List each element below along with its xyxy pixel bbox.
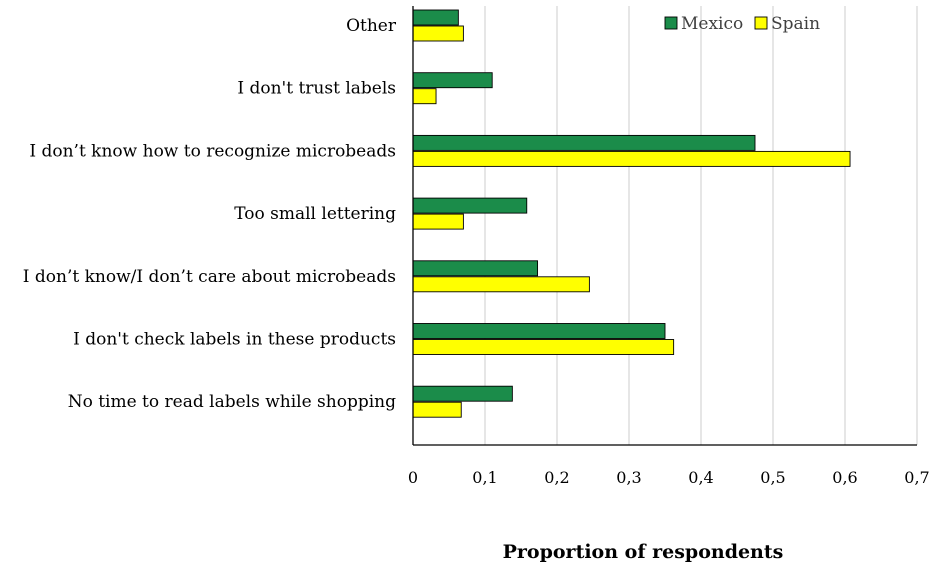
- bar-layer: [412, 9, 851, 418]
- category-label: I don’t know how to recognize microbeads: [29, 141, 396, 161]
- x-tick-label: 0,5: [760, 468, 785, 487]
- bar-spain: [412, 88, 437, 105]
- bar-mexico: [412, 9, 459, 26]
- legend: Mexico Spain: [664, 14, 820, 34]
- bar-mexico: [412, 134, 756, 151]
- bar-mexico: [412, 385, 513, 402]
- category-label: I don’t know/I don’t care about microbea…: [23, 267, 396, 287]
- legend-swatch-spain: [754, 16, 768, 30]
- grid-layer: [484, 6, 918, 445]
- bar-spain: [412, 150, 851, 167]
- x-tick-label: 0,7: [904, 468, 929, 487]
- x-tick-label: 0,4: [688, 468, 713, 487]
- bar-mexico: [412, 260, 539, 277]
- bar-spain: [412, 339, 675, 355]
- x-tick-label: 0,3: [616, 468, 641, 487]
- legend-swatch-mexico: [664, 16, 678, 30]
- legend-label-mexico: Mexico: [681, 14, 743, 34]
- label-layer: 0 0,1 0,2 0,3 0,4 0,5 0,6 0,7 Other I don't trust…: [23, 16, 930, 487]
- x-tick-label: 0: [408, 468, 418, 487]
- legend-label-spain: Spain: [771, 14, 820, 34]
- category-label: Too small lettering: [234, 204, 396, 224]
- bar-spain: [412, 401, 462, 418]
- category-label: I don't check labels in these products: [73, 330, 396, 350]
- x-tick-label: 0,6: [832, 468, 857, 487]
- category-label: Other: [346, 16, 397, 36]
- category-label: I don't trust labels: [237, 79, 396, 99]
- bar-spain: [412, 25, 464, 42]
- bar-mexico: [412, 72, 493, 89]
- category-label: No time to read labels while shopping: [68, 392, 396, 412]
- x-axis-title: Proportion of respondents: [503, 541, 784, 563]
- x-tick-label: 0,2: [544, 468, 569, 487]
- bar-spain: [412, 213, 464, 230]
- bar-mexico: [412, 323, 666, 339]
- bar-spain: [412, 276, 590, 293]
- x-tick-label: 0,1: [472, 468, 497, 487]
- bar-mexico: [412, 197, 528, 214]
- axis-layer: [412, 6, 917, 446]
